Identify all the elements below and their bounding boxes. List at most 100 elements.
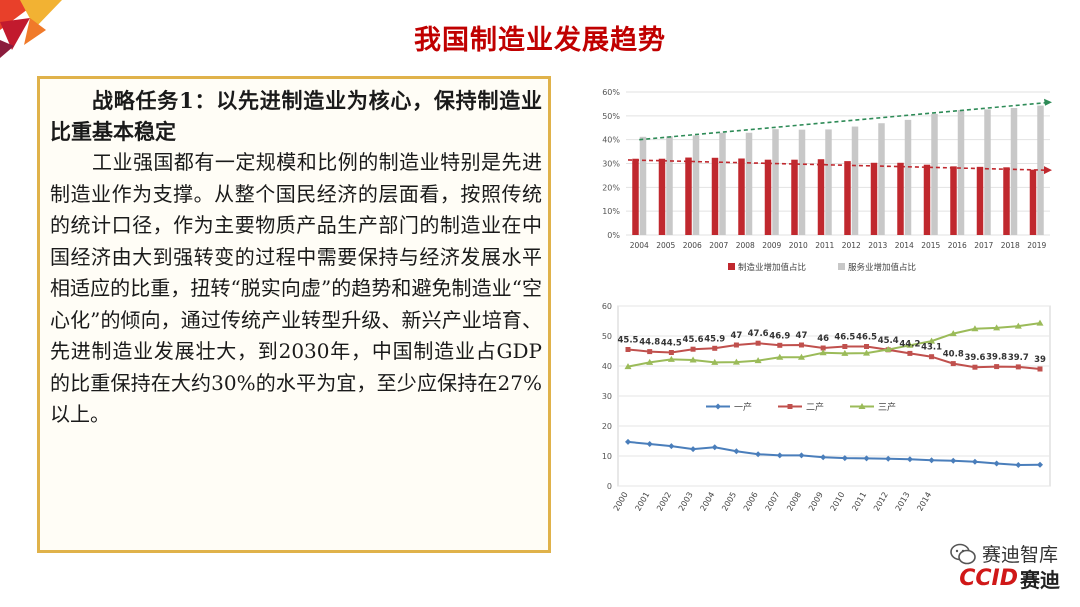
data-point: [841, 455, 848, 462]
data-point: [993, 324, 1001, 331]
data-point: [668, 443, 675, 450]
bar-services: [772, 129, 779, 235]
data-point: [1014, 322, 1022, 329]
data-label: 45.4: [878, 336, 899, 346]
x-tick-label: 2006: [742, 491, 760, 513]
x-tick-label: 2005: [656, 241, 675, 250]
data-point: [668, 350, 674, 355]
manufacturing-services-bar-chart: 0% 10% 20% 30% 40% 50% 60% 2004 2005 2006 2007 2008…: [602, 88, 1052, 273]
x-tick-label: 2013: [868, 241, 887, 250]
bar-services: [1037, 105, 1044, 236]
wechat-name: 赛迪智库: [981, 544, 1058, 566]
data-point: [906, 456, 913, 463]
x-tick-label: 2013: [894, 491, 912, 513]
bar-manufacturing: [976, 166, 984, 235]
y-tick-label: 40: [602, 362, 612, 371]
x-tick-label: 2011: [850, 491, 868, 513]
bar-services: [984, 109, 991, 235]
data-point: [907, 350, 913, 356]
data-point: [993, 460, 1000, 467]
data-point: [949, 330, 957, 337]
x-tick-label: 2019: [1027, 241, 1046, 250]
legend-swatch-manufacturing: [728, 263, 735, 270]
data-point: [1015, 364, 1021, 370]
data-point: [711, 444, 718, 451]
data-point: [950, 457, 957, 464]
x-tick-label: 2010: [829, 491, 847, 513]
bar-services: [666, 136, 673, 235]
y-tick-label: 60%: [602, 88, 620, 97]
bar-manufacturing: [897, 162, 904, 235]
data-point: [928, 337, 936, 344]
bar-manufacturing: [685, 157, 692, 235]
bar-services: [1010, 107, 1018, 235]
x-tick-label: 2008: [785, 491, 803, 513]
y-tick-label: 10%: [602, 207, 620, 216]
y-tick-label: 0%: [607, 231, 620, 240]
ccid-logo: CCID 赛迪: [959, 564, 1060, 593]
y-tick-label: 60: [602, 302, 612, 311]
trendline-arrow: [1044, 166, 1052, 175]
data-label: 40.8: [943, 350, 964, 360]
data-point: [994, 364, 1000, 370]
data-label: 45.5: [618, 336, 639, 346]
y-tick-label: 0: [607, 482, 612, 491]
data-point: [863, 349, 871, 356]
data-label: 45.6: [683, 335, 704, 345]
data-point: [885, 455, 892, 462]
corner-decoration: [0, 0, 62, 58]
data-label: 47: [796, 331, 808, 341]
bar-services: [692, 135, 700, 235]
data-label: 44.8: [639, 338, 660, 348]
x-tick-label: 2015: [921, 241, 940, 250]
wechat-account: 赛迪智库: [950, 540, 1058, 567]
bar-manufacturing: [738, 158, 745, 235]
data-point: [929, 354, 935, 360]
legend-label-2: 二产: [806, 401, 824, 413]
x-tick-label: 2011: [815, 241, 834, 250]
data-point: [667, 355, 675, 362]
data-point: [647, 349, 653, 355]
data-point: [972, 364, 978, 370]
data-point: [863, 455, 870, 462]
data-point: [755, 340, 761, 346]
x-tick-label: 2001: [633, 491, 651, 513]
data-label: 46: [817, 334, 829, 344]
legend-marker: [858, 403, 866, 409]
data-label: 44.5: [661, 339, 682, 349]
bar-services: [825, 129, 832, 235]
data-label: 46.5: [856, 333, 877, 343]
data-label: 47: [730, 331, 742, 341]
legend-marker: [787, 404, 793, 409]
data-point: [819, 349, 827, 356]
data-label: 39: [1034, 355, 1046, 365]
x-tick-label: 2005: [720, 491, 738, 513]
data-point: [712, 345, 718, 351]
data-point: [733, 448, 740, 455]
data-point: [625, 347, 631, 352]
data-point: [690, 346, 696, 352]
data-point: [928, 457, 935, 464]
bar-manufacturing: [844, 161, 851, 235]
data-point: [646, 358, 654, 365]
logo-cn-text: 赛迪: [1020, 568, 1060, 592]
wechat-icon: [950, 543, 976, 564]
trendline-services: [639, 101, 1047, 141]
data-point: [755, 451, 762, 458]
data-label: 43.1: [921, 343, 942, 353]
series-line-3: [627, 322, 1041, 368]
bar-services: [904, 119, 912, 235]
series-line-1: [627, 440, 1041, 467]
x-tick-label: 2006: [683, 241, 702, 250]
bar-manufacturing: [711, 157, 719, 235]
bar-services: [745, 132, 753, 235]
data-point: [820, 345, 826, 351]
legend-label-3: 三产: [878, 401, 896, 413]
data-point: [776, 353, 784, 360]
data-point: [1037, 366, 1043, 372]
bar-manufacturing: [1029, 169, 1037, 235]
data-point: [1036, 319, 1044, 326]
x-tick-label: 2007: [764, 491, 782, 513]
y-tick-label: 30: [602, 392, 612, 401]
